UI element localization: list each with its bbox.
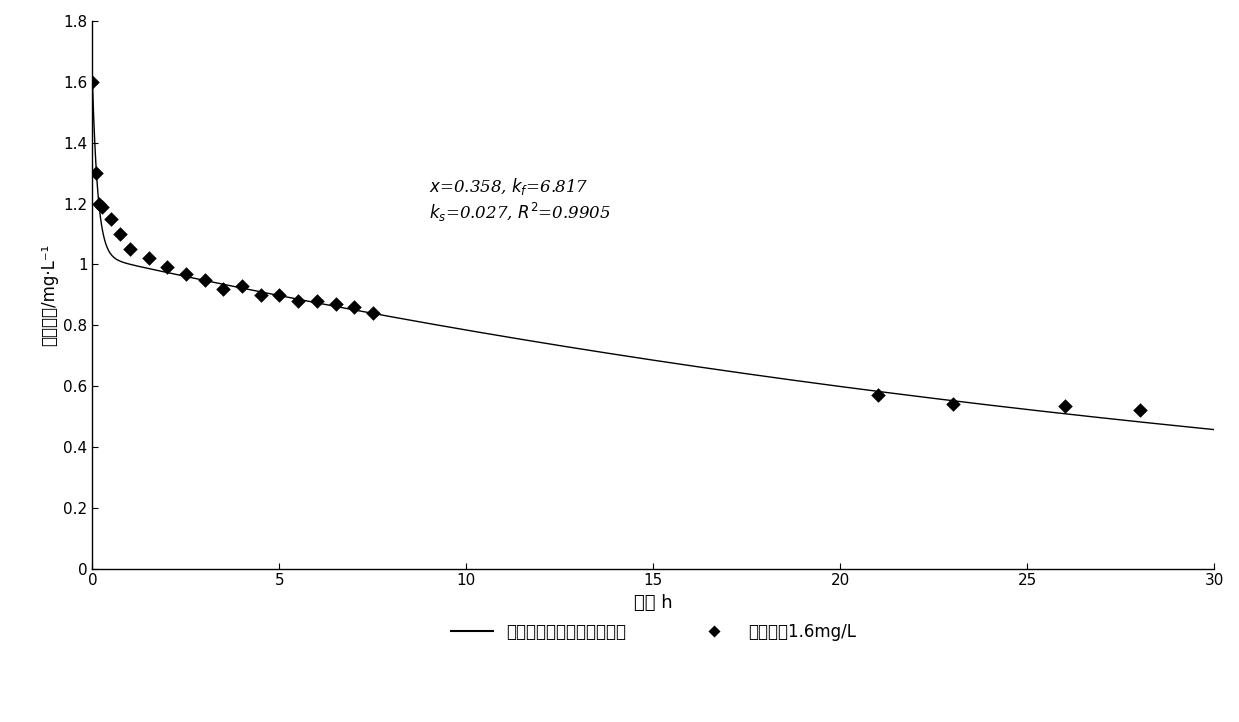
Point	[92, 201, 112, 212]
Point	[195, 274, 214, 285]
Text: $x$=0.358, $k_{f}$=6.817
$k_{s}$=0.027, $R^{2}$=0.9905: $x$=0.358, $k_{f}$=6.817 $k_{s}$=0.027, …	[429, 176, 611, 224]
Point	[120, 243, 140, 255]
Point	[102, 213, 121, 225]
Point	[344, 301, 364, 313]
Y-axis label: 余氯浓度/mg·L⁻¹: 余氯浓度/mg·L⁻¹	[40, 244, 58, 346]
Point	[363, 308, 383, 319]
Point	[176, 268, 196, 279]
Point	[85, 168, 105, 179]
X-axis label: 时间 h: 时间 h	[634, 594, 673, 612]
Point	[289, 295, 309, 307]
Point	[232, 280, 252, 292]
Point	[83, 76, 103, 87]
Point	[943, 399, 963, 410]
Point	[1130, 404, 1150, 416]
Point	[139, 253, 159, 264]
Point	[89, 198, 109, 209]
Point	[867, 389, 887, 401]
Point	[110, 228, 130, 240]
Point	[270, 289, 290, 300]
Point	[213, 283, 233, 295]
Point	[326, 298, 346, 310]
Point	[157, 261, 177, 273]
Point	[307, 295, 327, 307]
Point	[1054, 400, 1074, 412]
Point	[250, 289, 270, 300]
Legend: 平行一级反应模型拟合曲线, 初始浓度1.6mg/L: 平行一级反应模型拟合曲线, 初始浓度1.6mg/L	[445, 617, 862, 648]
